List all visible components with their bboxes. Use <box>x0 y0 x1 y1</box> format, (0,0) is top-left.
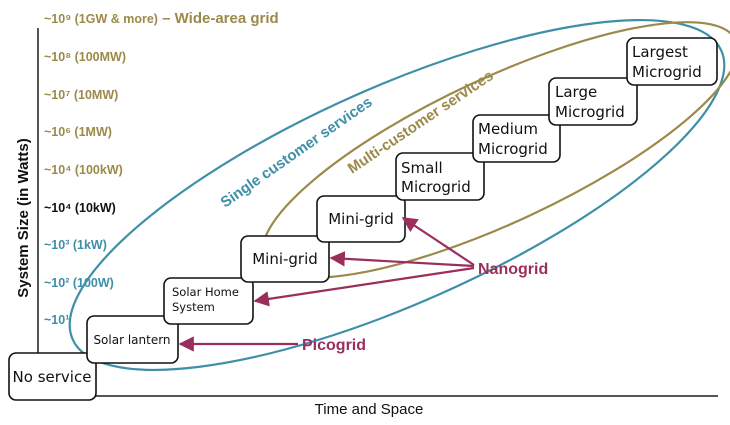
box-largest-microgrid-line2: Microgrid <box>632 63 702 81</box>
y-tick-labels: ~10⁹ (1GW & more) – Wide-area grid ~10⁸ … <box>44 10 279 327</box>
x-axis-title: Time and Space <box>315 401 424 418</box>
box-medium-microgrid: Medium Microgrid <box>472 114 561 163</box>
nanogrid-arrow-solar-home <box>253 266 475 307</box>
y-tick-label: ~10² (100W) <box>44 276 114 290</box>
box-large-microgrid-line1: Large <box>555 83 597 101</box>
nanogrid-arrows <box>178 217 475 352</box>
y-tick-label: ~10³ (1kW) <box>44 238 107 252</box>
box-small-microgrid: Small Microgrid <box>395 152 485 201</box>
box-no-service: No service <box>8 352 97 401</box>
box-no-service-label: No service <box>13 368 92 386</box>
y-tick-label: ~10⁸ (100MW) <box>44 50 126 64</box>
y-axis-title: System Size (in Watts) <box>15 138 32 297</box>
y-tick-label: ~10⁴ (100kW) <box>44 163 123 177</box>
box-mini-grid-1: Mini-grid <box>240 235 330 283</box>
nanogrid-arrow-mini-grid-1 <box>329 251 475 268</box>
y-tick-label: ~10⁷ (10MW) <box>44 88 118 102</box>
box-largest-microgrid-line1: Largest <box>632 43 688 61</box>
box-largest-microgrid: Largest Microgrid <box>626 37 718 86</box>
box-solar-home-system: Solar Home System <box>163 277 254 325</box>
box-large-microgrid-line2: Microgrid <box>555 103 625 121</box>
box-mini-grid-2-label: Mini-grid <box>328 210 394 228</box>
box-medium-microgrid-line1: Medium <box>478 120 538 138</box>
y-tick-label: ~10⁶ (1MW) <box>44 125 112 139</box>
box-medium-microgrid-line2: Microgrid <box>478 140 548 158</box>
y-tick-label: ~10⁴ (10kW) <box>44 201 116 215</box>
nanogrid-label: Nanogrid <box>478 261 548 278</box>
box-mini-grid-1-label: Mini-grid <box>252 250 318 268</box>
box-solar-lantern-label: Solar lantern <box>93 333 170 347</box>
box-small-microgrid-line2: Microgrid <box>401 178 471 196</box>
y-tick-label: ~10¹ <box>44 313 69 327</box>
box-large-microgrid: Large Microgrid <box>548 77 638 126</box>
single-customer-ellipse <box>68 19 726 371</box>
box-mini-grid-2: Mini-grid <box>316 195 406 243</box>
box-solar-lantern: Solar lantern <box>86 315 179 364</box>
box-solar-home-system-line1: Solar Home <box>172 285 239 299</box>
box-small-microgrid-line1: Small <box>401 159 443 177</box>
picogrid-label: Picogrid <box>302 337 366 354</box>
box-solar-home-system-line2: System <box>172 300 215 314</box>
y-tick-label: ~10⁹ (1GW & more) – Wide-area grid <box>44 10 279 27</box>
wide-area-grid-label: – Wide-area grid <box>158 10 279 27</box>
nanogrid-arrow-mini-grid-2 <box>401 217 475 266</box>
